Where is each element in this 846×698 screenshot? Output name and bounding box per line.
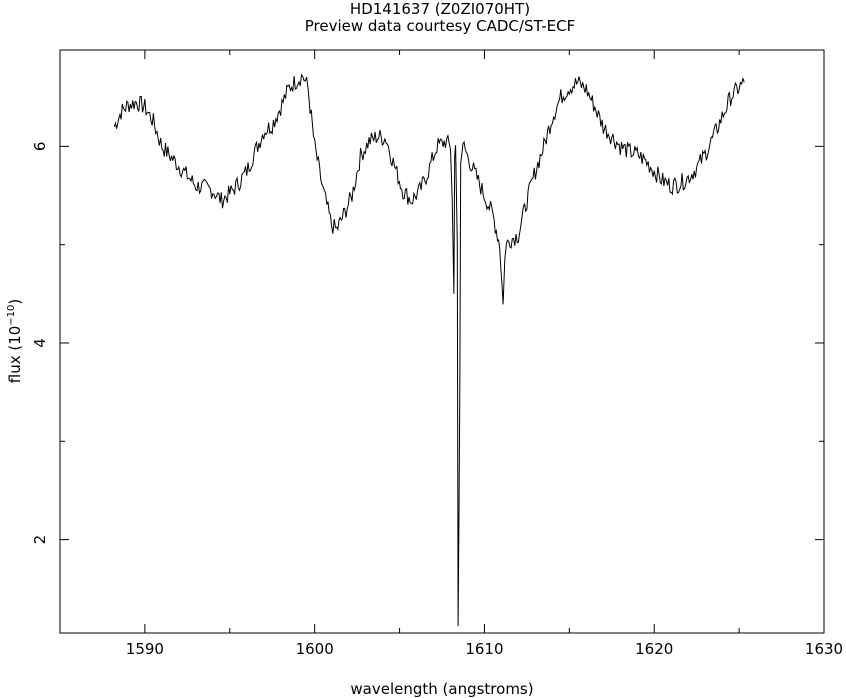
x-tick-label: 1630 (805, 640, 843, 658)
y-tick-label: 2 (31, 535, 49, 545)
plot-frame (59, 49, 825, 634)
chart-subtitle: Preview data courtesy CADC/ST-ECF (305, 17, 576, 35)
chart-title: HD141637 (Z0ZI070HT) (350, 0, 530, 18)
x-tick-label: 1600 (296, 640, 334, 658)
x-axis-label: wavelength (angstroms) (350, 680, 533, 698)
x-tick-label: 1620 (635, 640, 673, 658)
y-tick-label: 6 (31, 142, 49, 152)
axis-ticks (59, 50, 825, 633)
x-tick-label: 1610 (465, 640, 503, 658)
y-tick-label: 4 (31, 338, 49, 348)
y-axis-label: flux (10−10) (6, 299, 24, 384)
spectrum-series-line (113, 73, 745, 627)
axis-tick-labels: 1590 1600 1610 1620 1630 2 4 6 (31, 142, 843, 658)
x-tick-label: 1590 (126, 640, 164, 658)
